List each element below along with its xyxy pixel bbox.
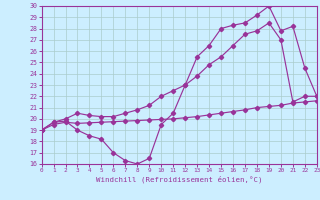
X-axis label: Windchill (Refroidissement éolien,°C): Windchill (Refroidissement éolien,°C) (96, 176, 262, 183)
